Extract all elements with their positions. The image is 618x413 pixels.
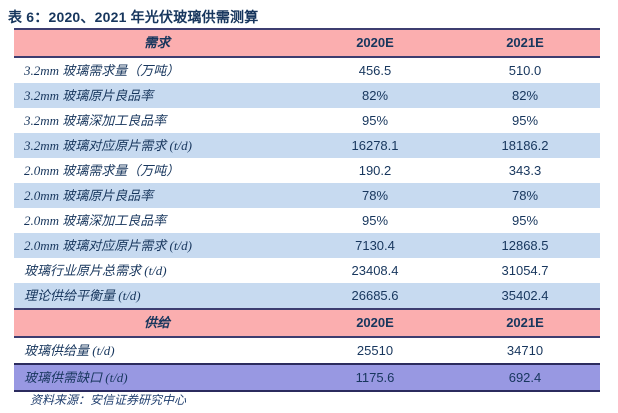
value-2021: 692.4 [508,370,542,385]
value-2021: 18186.2 [501,138,549,153]
table-row-supply-gap: 玻璃供需缺口 (t/d) 1175.6 692.4 [14,363,600,392]
value-2020: 16278.1 [351,138,399,153]
row-label: 2.0mm 玻璃原片良品率 [24,188,154,203]
value-2021: 12868.5 [501,238,549,253]
row-label: 2.0mm 玻璃对应原片需求 (t/d) [24,238,192,253]
value-2020: 190.2 [358,163,392,178]
value-2021: 34710 [506,343,544,358]
table-row: 2.0mm 玻璃需求量（万吨） 190.2 343.3 [14,158,600,183]
supply-demand-table: 需求 2020E 2021E 3.2mm 玻璃需求量（万吨） 456.5 510… [14,28,600,392]
header-2020e: 2020E [356,35,394,50]
row-label: 理论供给平衡量 (t/d) [24,288,141,303]
row-label: 3.2mm 玻璃需求量（万吨） [24,63,180,78]
row-label: 3.2mm 玻璃原片良品率 [24,88,154,103]
value-2021: 343.3 [508,163,542,178]
value-2020: 95% [361,113,389,128]
table-row: 2.0mm 玻璃原片良品率 78% 78% [14,183,600,208]
value-2020: 95% [361,213,389,228]
value-2021: 95% [511,113,539,128]
table-row: 3.2mm 玻璃需求量（万吨） 456.5 510.0 [14,58,600,83]
row-label: 3.2mm 玻璃深加工良品率 [24,113,167,128]
value-2020: 1175.6 [355,370,395,385]
header-2021e: 2021E [506,35,544,50]
table-header-row-demand: 需求 2020E 2021E [14,28,600,58]
table-row: 玻璃供给量 (t/d) 25510 34710 [14,338,600,363]
value-2021: 510.0 [508,63,542,78]
table-row: 3.2mm 玻璃对应原片需求 (t/d) 16278.1 18186.2 [14,133,600,158]
source-note: 资料来源：安信证券研究中心 [30,393,187,407]
table-row: 理论供给平衡量 (t/d) 26685.6 35402.4 [14,283,600,308]
value-2021: 95% [511,213,539,228]
header-supply-label: 供给 [143,315,170,330]
value-2020: 456.5 [358,63,392,78]
row-label: 3.2mm 玻璃对应原片需求 (t/d) [24,138,192,153]
row-label: 玻璃供需缺口 (t/d) [24,370,128,385]
table-row: 3.2mm 玻璃深加工良品率 95% 95% [14,108,600,133]
header-2020e: 2020E [356,315,394,330]
value-2020: 7130.4 [355,238,395,253]
table-row: 2.0mm 玻璃对应原片需求 (t/d) 7130.4 12868.5 [14,233,600,258]
value-2020: 26685.6 [351,288,399,303]
header-demand-label: 需求 [143,35,170,50]
row-label: 玻璃供给量 (t/d) [24,343,115,358]
table-row: 3.2mm 玻璃原片良品率 82% 82% [14,83,600,108]
row-label: 玻璃行业原片总需求 (t/d) [24,263,167,278]
table-title: 表 6：2020、2021 年光伏玻璃供需测算 [8,9,259,25]
row-label: 2.0mm 玻璃需求量（万吨） [24,163,180,178]
value-2020: 25510 [356,343,394,358]
table-row: 玻璃行业原片总需求 (t/d) 23408.4 31054.7 [14,258,600,283]
value-2021: 31054.7 [501,263,549,278]
table-row: 2.0mm 玻璃深加工良品率 95% 95% [14,208,600,233]
table-header-row-supply: 供给 2020E 2021E [14,308,600,338]
value-2020: 82% [361,88,389,103]
row-label: 2.0mm 玻璃深加工良品率 [24,213,167,228]
value-2021: 82% [511,88,539,103]
value-2020: 23408.4 [351,263,399,278]
value-2020: 78% [361,188,389,203]
header-2021e: 2021E [506,315,544,330]
value-2021: 35402.4 [501,288,549,303]
value-2021: 78% [511,188,539,203]
